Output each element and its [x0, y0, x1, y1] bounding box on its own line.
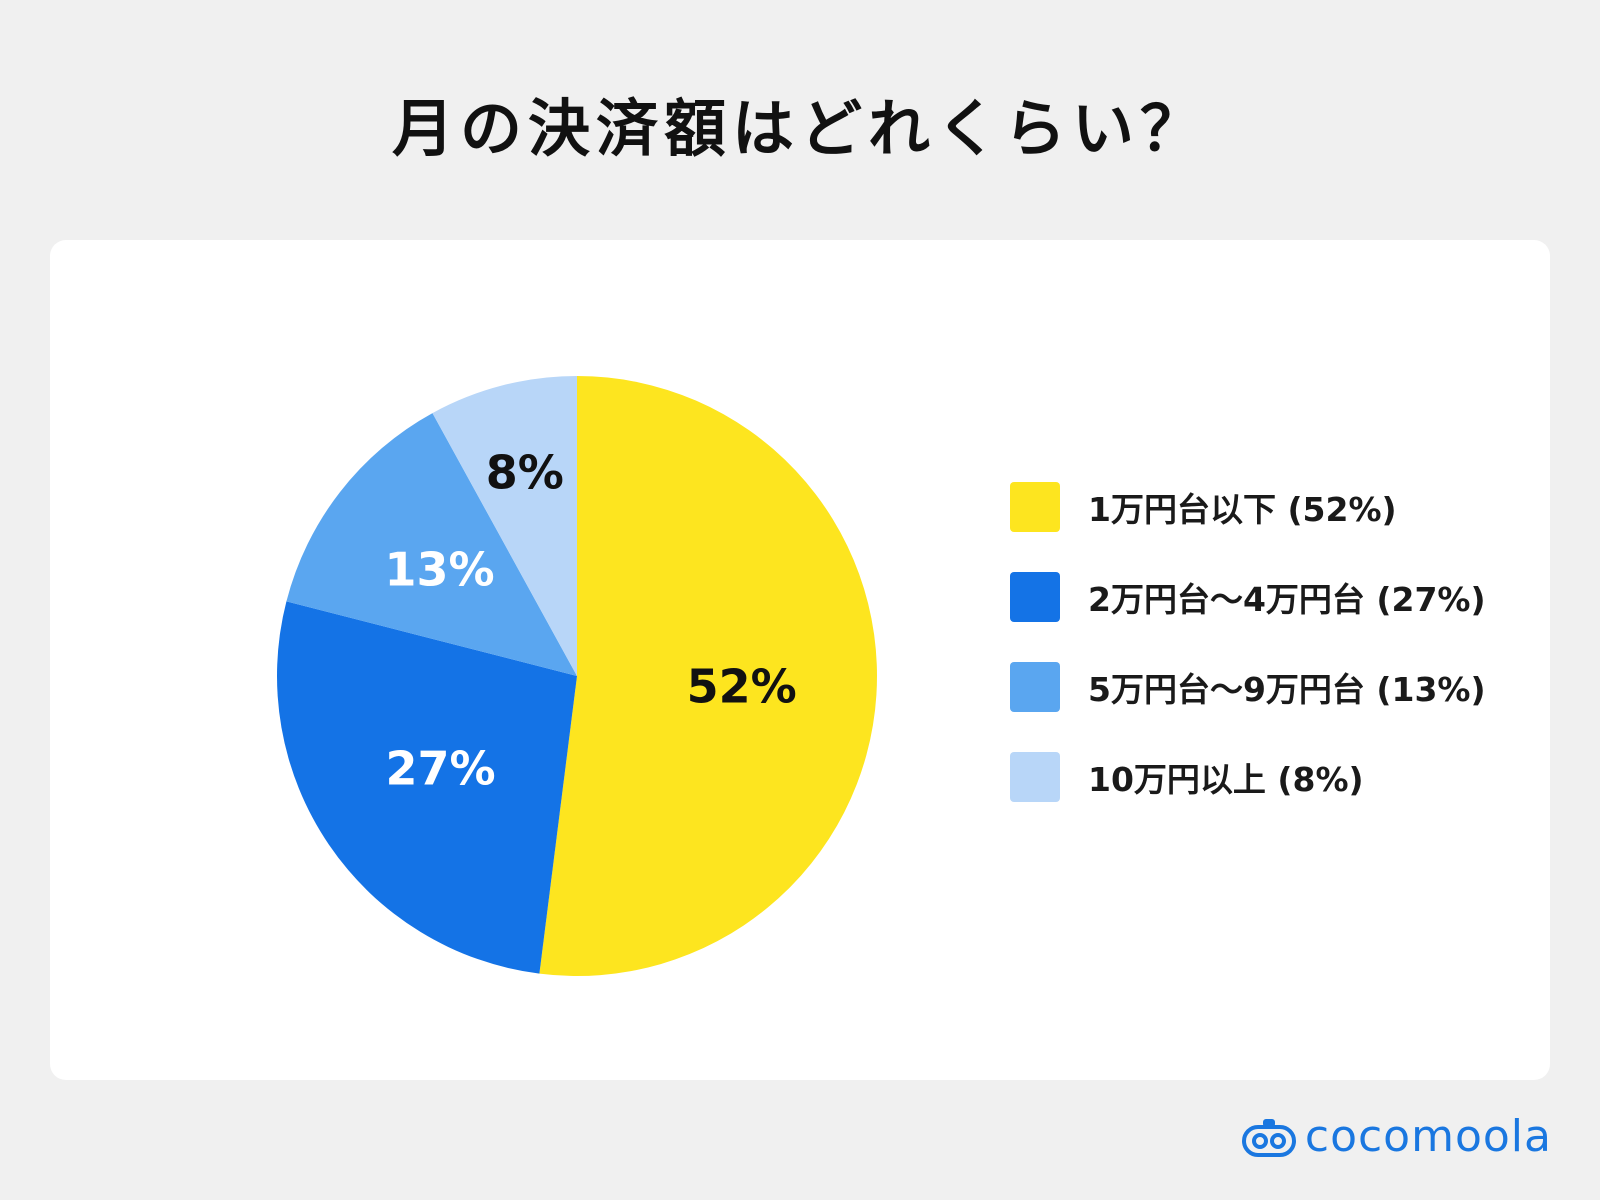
legend-label: 10万円以上 (8%) — [1088, 760, 1364, 799]
legend-item: 1万円台以下 (52%) — [1010, 482, 1486, 532]
pie-slice — [277, 601, 577, 974]
page-title: 月の決済額はどれくらい？ — [391, 92, 1208, 165]
pie-slice — [539, 376, 877, 976]
robot-face-icon — [1241, 1118, 1296, 1157]
pie-slices — [277, 376, 877, 976]
pie-slice-labels: 52% 27% 13% 8% — [384, 446, 796, 796]
pie-slice-label: 8% — [486, 446, 564, 500]
legend-label: 5万円台〜9万円台 (13%) — [1088, 670, 1486, 709]
pie-slice-label: 27% — [385, 742, 495, 796]
legend-swatch — [1010, 572, 1060, 622]
legend-swatch — [1010, 752, 1060, 802]
pie-slice — [432, 376, 577, 676]
legend-item: 5万円台〜9万円台 (13%) — [1010, 662, 1486, 712]
legend-item: 10万円以上 (8%) — [1010, 752, 1486, 802]
pie-slice-label: 52% — [687, 659, 797, 713]
brand-name: cocomoola — [1304, 1111, 1552, 1162]
pie-slice — [286, 413, 577, 676]
pie-slice-label: 13% — [384, 542, 494, 596]
legend-label: 2万円台〜4万円台 (27%) — [1088, 580, 1486, 619]
legend-swatch — [1010, 662, 1060, 712]
legend-item: 2万円台〜4万円台 (27%) — [1010, 572, 1486, 622]
chart-legend: 1万円台以下 (52%) 2万円台〜4万円台 (27%) 5万円台〜9万円台 (… — [1010, 482, 1486, 842]
legend-swatch — [1010, 482, 1060, 532]
brand-logo: cocomoola — [1241, 1111, 1552, 1162]
legend-label: 1万円台以下 (52%) — [1088, 490, 1397, 529]
